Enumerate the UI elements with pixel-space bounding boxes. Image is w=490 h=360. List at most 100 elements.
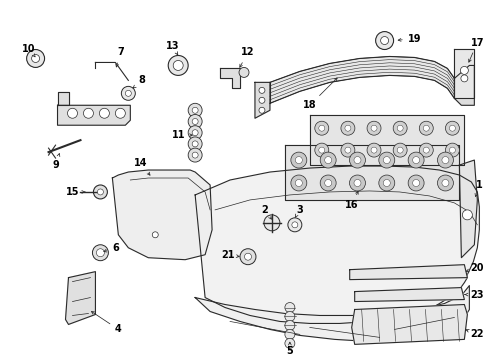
Circle shape xyxy=(354,180,361,186)
Text: 23: 23 xyxy=(465,289,484,300)
Polygon shape xyxy=(454,49,474,98)
Text: 13: 13 xyxy=(166,41,179,55)
Circle shape xyxy=(188,103,202,117)
Circle shape xyxy=(285,302,295,312)
Circle shape xyxy=(423,125,429,131)
Text: 22: 22 xyxy=(466,329,484,339)
Circle shape xyxy=(349,175,366,191)
Circle shape xyxy=(285,311,295,321)
Circle shape xyxy=(345,147,351,153)
Circle shape xyxy=(259,87,265,93)
Text: 16: 16 xyxy=(345,191,359,210)
Circle shape xyxy=(371,125,377,131)
Text: 18: 18 xyxy=(303,78,337,110)
Circle shape xyxy=(354,157,361,163)
Circle shape xyxy=(397,125,403,131)
Polygon shape xyxy=(454,66,474,105)
Circle shape xyxy=(239,67,249,77)
Polygon shape xyxy=(355,288,465,302)
Circle shape xyxy=(442,157,449,163)
Text: 7: 7 xyxy=(116,48,124,67)
Circle shape xyxy=(292,222,298,228)
Text: 3: 3 xyxy=(295,205,303,218)
Text: 4: 4 xyxy=(92,311,122,334)
Circle shape xyxy=(381,37,389,45)
Polygon shape xyxy=(460,160,477,258)
Circle shape xyxy=(449,125,455,131)
Circle shape xyxy=(438,152,453,168)
Circle shape xyxy=(264,215,280,231)
Polygon shape xyxy=(57,92,69,105)
Text: 14: 14 xyxy=(134,158,150,175)
Circle shape xyxy=(188,137,202,151)
Circle shape xyxy=(152,232,158,238)
Circle shape xyxy=(192,130,198,136)
Text: 1: 1 xyxy=(475,180,483,197)
Circle shape xyxy=(408,152,424,168)
Circle shape xyxy=(419,121,433,135)
Circle shape xyxy=(408,175,424,191)
Circle shape xyxy=(93,245,108,261)
Circle shape xyxy=(393,143,407,157)
Circle shape xyxy=(371,147,377,153)
Polygon shape xyxy=(270,57,454,103)
Circle shape xyxy=(320,175,336,191)
Text: 6: 6 xyxy=(104,243,119,253)
Circle shape xyxy=(461,75,468,82)
Circle shape xyxy=(325,157,332,163)
Polygon shape xyxy=(352,305,467,345)
Polygon shape xyxy=(310,115,465,165)
Circle shape xyxy=(367,143,381,157)
Polygon shape xyxy=(255,82,270,118)
Circle shape xyxy=(285,338,295,348)
Circle shape xyxy=(192,141,198,147)
Circle shape xyxy=(423,147,429,153)
Circle shape xyxy=(325,180,332,186)
Circle shape xyxy=(173,60,183,71)
Circle shape xyxy=(99,108,109,118)
Circle shape xyxy=(445,143,460,157)
Text: 2: 2 xyxy=(262,205,271,219)
Text: 17: 17 xyxy=(468,37,484,62)
Circle shape xyxy=(125,90,131,96)
Circle shape xyxy=(463,210,472,220)
Circle shape xyxy=(83,108,94,118)
Circle shape xyxy=(97,249,104,257)
Circle shape xyxy=(68,108,77,118)
Circle shape xyxy=(94,185,107,199)
Circle shape xyxy=(192,118,198,125)
Polygon shape xyxy=(66,272,96,324)
Circle shape xyxy=(413,180,419,186)
Polygon shape xyxy=(112,170,212,260)
Circle shape xyxy=(320,152,336,168)
Circle shape xyxy=(376,32,393,50)
Circle shape xyxy=(188,148,202,162)
Circle shape xyxy=(319,125,325,131)
Circle shape xyxy=(442,180,449,186)
Circle shape xyxy=(285,320,295,330)
Circle shape xyxy=(295,180,302,186)
Circle shape xyxy=(341,121,355,135)
Circle shape xyxy=(345,125,351,131)
Polygon shape xyxy=(57,105,130,125)
Circle shape xyxy=(285,329,295,339)
Text: 21: 21 xyxy=(221,250,239,260)
Text: 15: 15 xyxy=(66,187,85,197)
Circle shape xyxy=(383,180,391,186)
Circle shape xyxy=(192,107,198,113)
Polygon shape xyxy=(195,285,469,341)
Circle shape xyxy=(259,97,265,103)
Circle shape xyxy=(240,249,256,265)
Circle shape xyxy=(383,157,391,163)
Circle shape xyxy=(349,152,366,168)
Circle shape xyxy=(98,189,103,195)
Circle shape xyxy=(188,114,202,129)
Circle shape xyxy=(419,143,433,157)
Circle shape xyxy=(438,175,453,191)
Circle shape xyxy=(122,86,135,100)
Circle shape xyxy=(449,147,455,153)
Circle shape xyxy=(445,121,460,135)
Circle shape xyxy=(168,55,188,75)
Circle shape xyxy=(413,157,419,163)
Circle shape xyxy=(188,126,202,140)
